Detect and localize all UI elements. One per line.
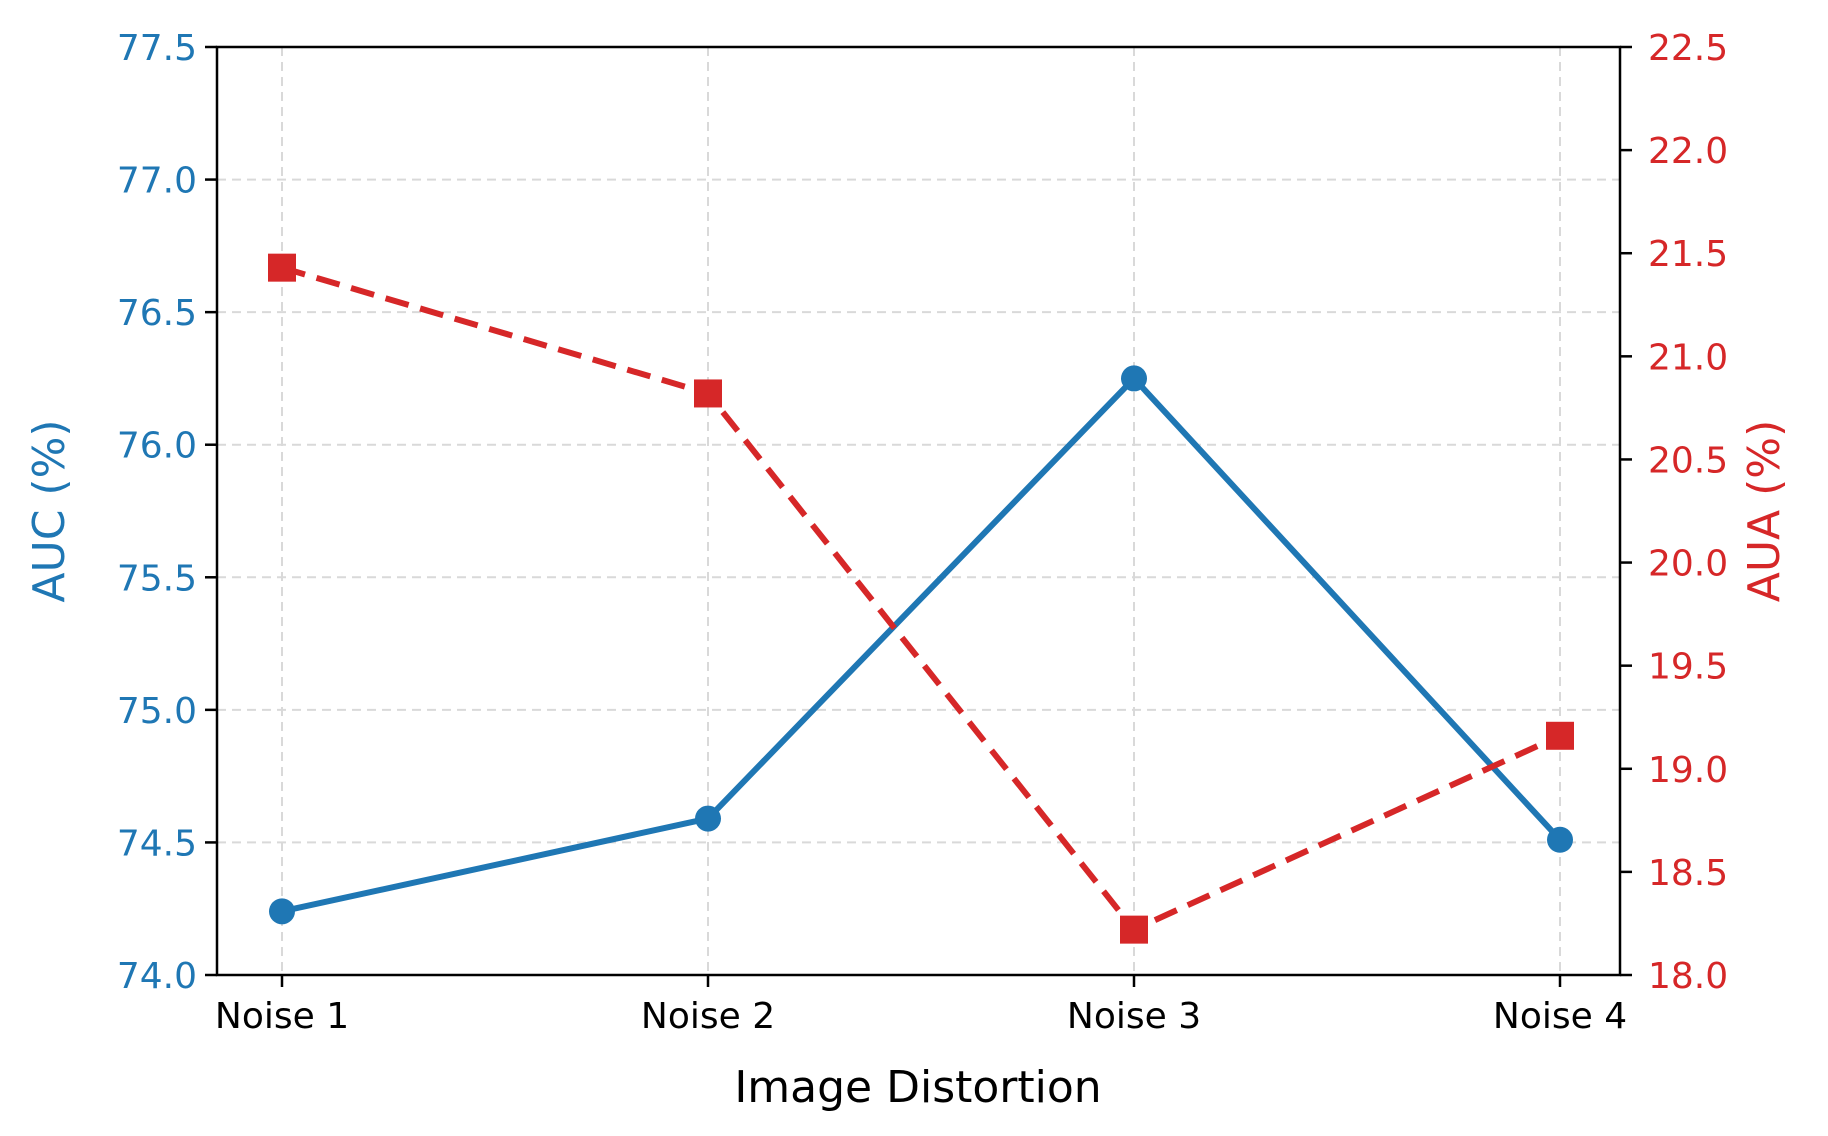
right-tick-label: 19.5 bbox=[1648, 647, 1728, 688]
left-tick-label: 77.0 bbox=[117, 161, 197, 202]
series-line bbox=[281, 375, 1563, 915]
data-point-square bbox=[1546, 721, 1574, 750]
left-tick-label: 74.5 bbox=[117, 823, 197, 864]
right-axis-title: AUA (%) bbox=[1739, 420, 1790, 603]
right-tick-label: 19.0 bbox=[1648, 750, 1728, 791]
data-point-circle bbox=[695, 805, 721, 832]
right-tick-label: 21.0 bbox=[1648, 337, 1728, 378]
axes bbox=[215, 45, 1622, 977]
left-tick-label: 76.0 bbox=[117, 426, 197, 467]
data-point-circle bbox=[1547, 826, 1573, 853]
right-tick-label: 22.0 bbox=[1648, 131, 1728, 172]
right-tick-label: 20.5 bbox=[1648, 440, 1728, 481]
right-tick-label: 20.0 bbox=[1648, 544, 1728, 585]
x-axis-title: Image Distortion bbox=[734, 1062, 1101, 1113]
left-axis-title: AUC (%) bbox=[24, 419, 75, 602]
plot-frame bbox=[215, 45, 1622, 977]
data-point-square bbox=[1120, 915, 1148, 944]
series-line bbox=[281, 264, 1562, 933]
right-tick-label: 18.5 bbox=[1648, 853, 1728, 894]
data-point-square bbox=[268, 253, 296, 282]
left-tick-label: 77.5 bbox=[117, 28, 197, 69]
series-left-axis bbox=[269, 365, 1573, 925]
x-tick-label: Noise 2 bbox=[641, 996, 775, 1037]
left-tick-label: 75.5 bbox=[117, 558, 197, 599]
left-tick-label: 76.5 bbox=[117, 293, 197, 334]
x-tick-label: Noise 4 bbox=[1493, 996, 1627, 1037]
right-tick-label: 22.5 bbox=[1648, 28, 1728, 69]
right-tick-label: 18.0 bbox=[1648, 956, 1728, 997]
ticks: 74.0 74.5 75.0 75.5 76.0 76.5 77.0 77.5 18.0 18.5… bbox=[117, 28, 1728, 1037]
x-tick-label: Noise 3 bbox=[1067, 996, 1201, 1037]
right-tick-label: 21.5 bbox=[1648, 234, 1728, 275]
data-point-circle bbox=[269, 898, 295, 925]
data-point-square bbox=[694, 379, 722, 408]
left-tick-label: 74.0 bbox=[117, 956, 197, 997]
series-layer bbox=[268, 253, 1574, 944]
series-right-axis bbox=[268, 253, 1574, 944]
data-point-circle bbox=[1121, 365, 1147, 392]
left-tick-label: 75.0 bbox=[117, 691, 197, 732]
grid bbox=[217, 46, 1620, 976]
x-tick-label: Noise 1 bbox=[215, 996, 349, 1037]
